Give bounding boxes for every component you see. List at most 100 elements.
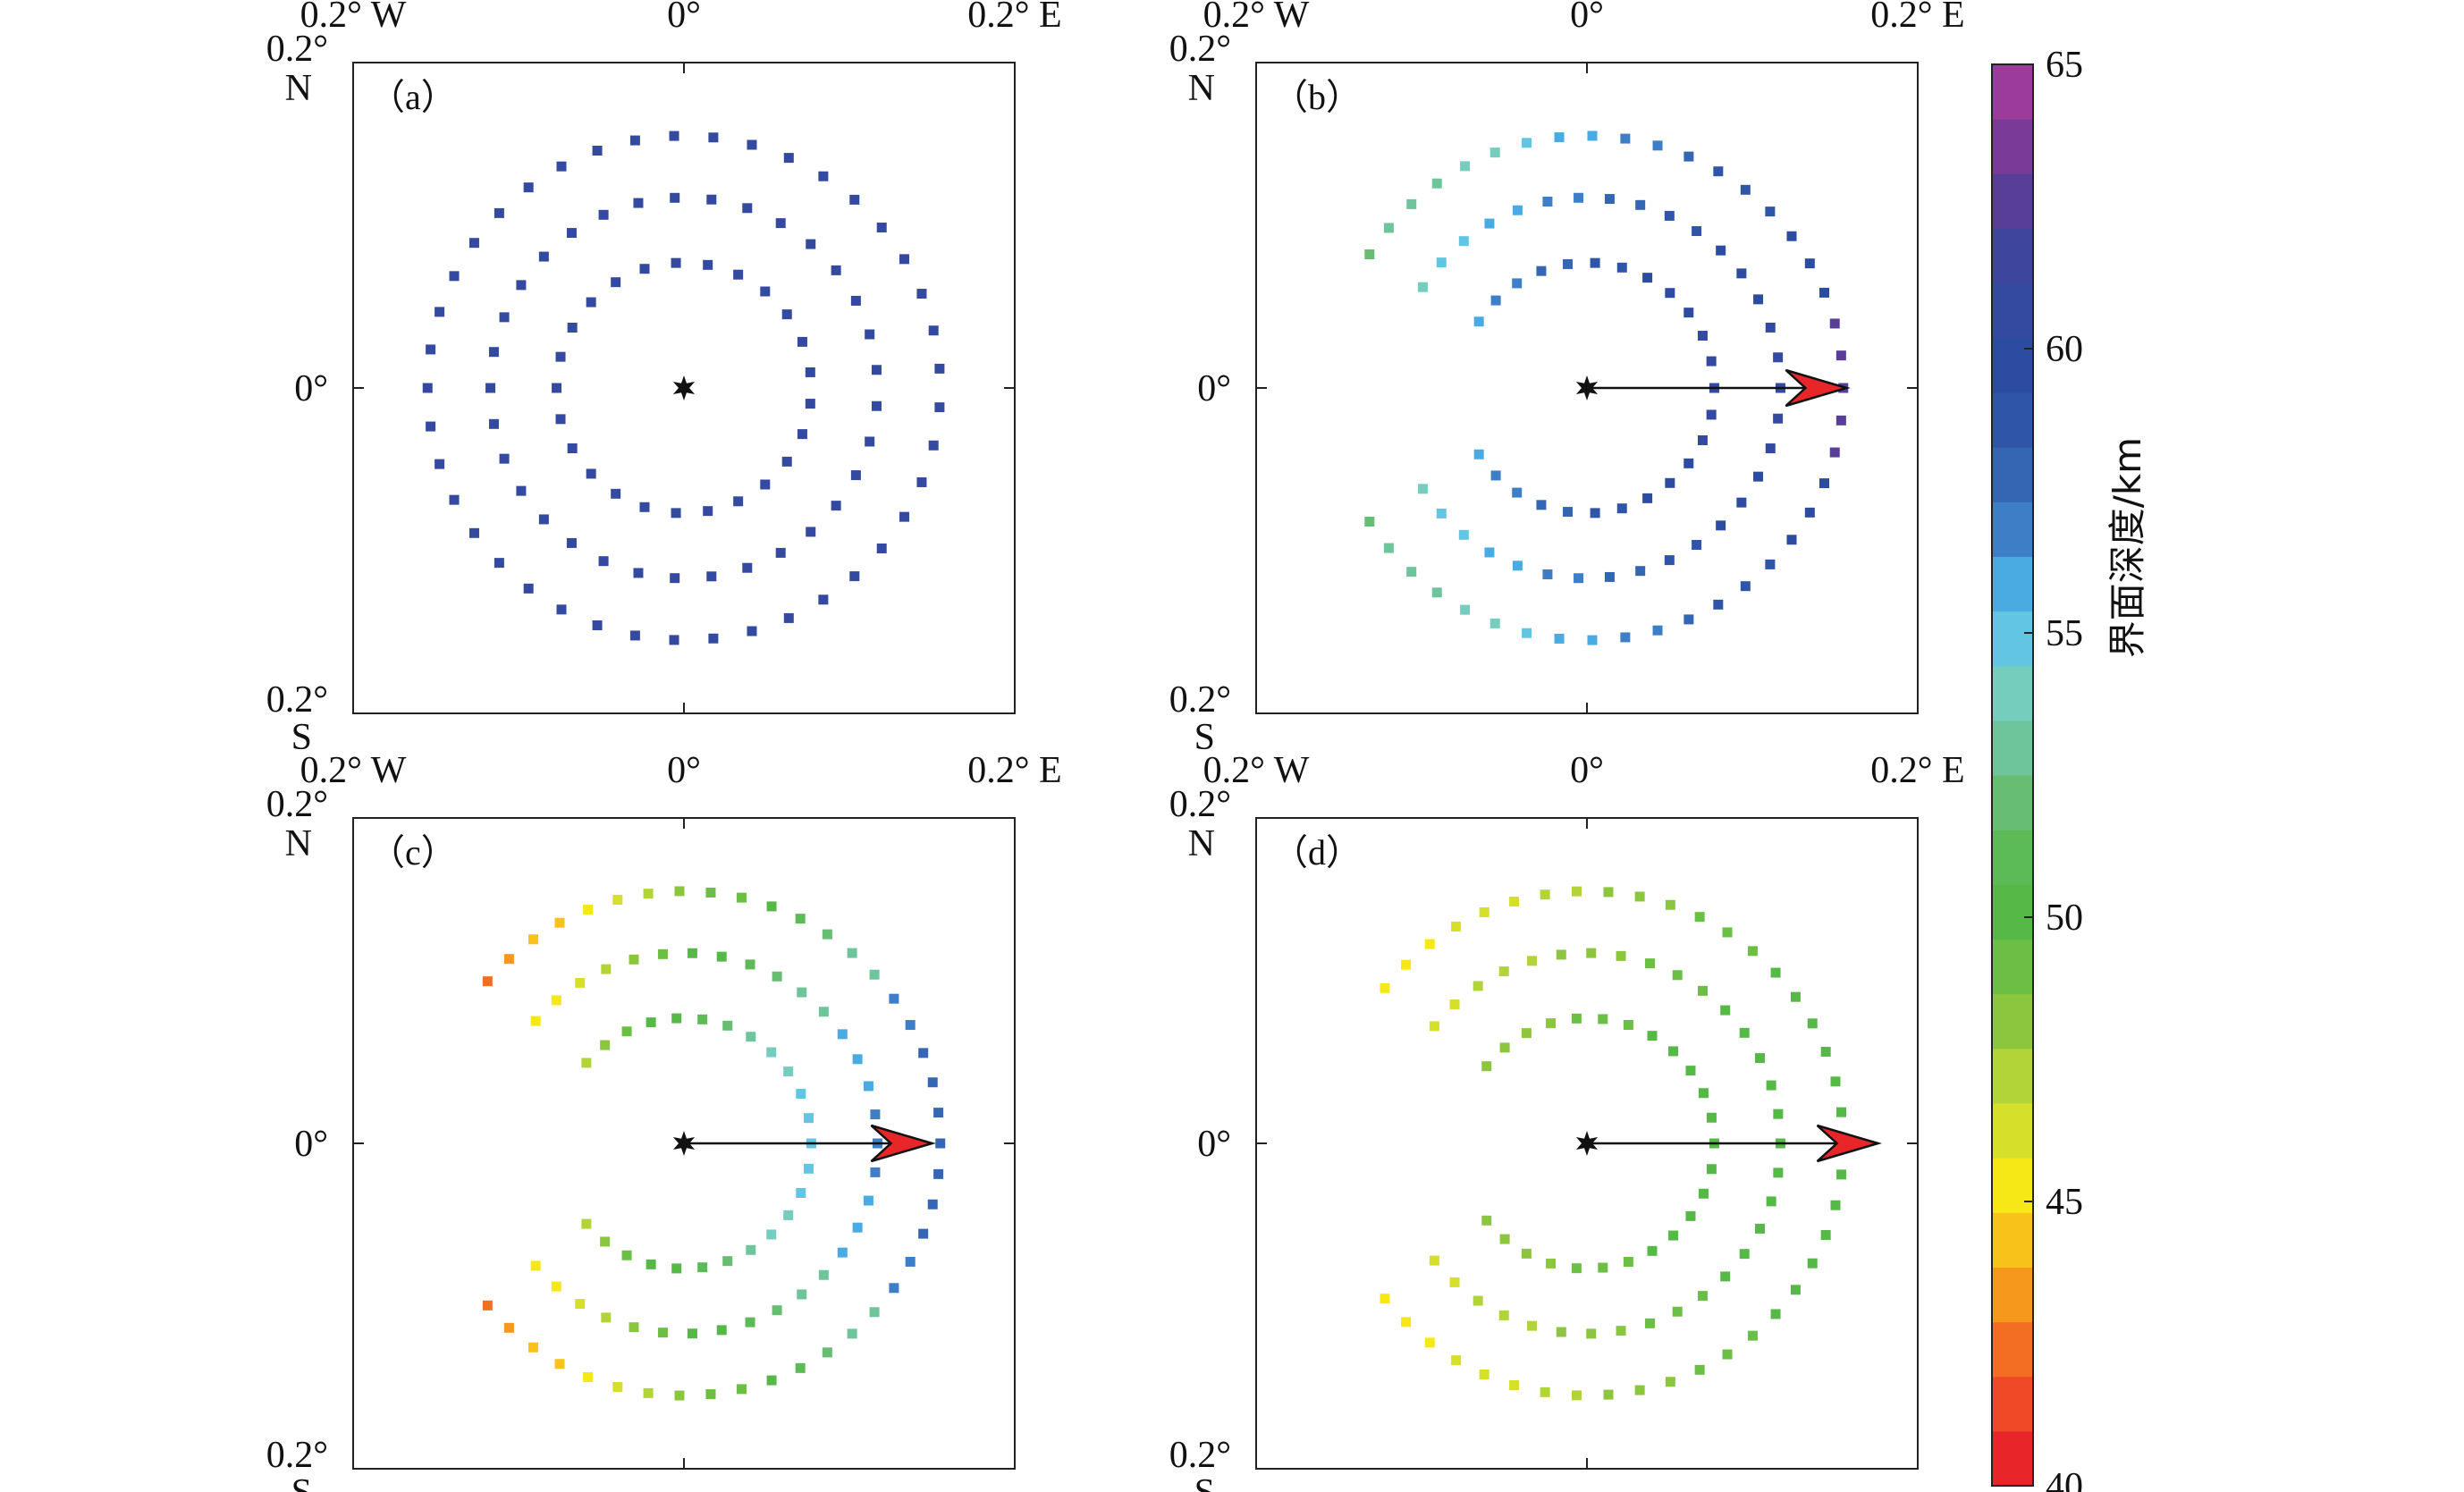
data-point bbox=[1490, 470, 1501, 481]
data-point bbox=[1665, 477, 1675, 488]
data-point bbox=[1484, 218, 1495, 229]
data-point bbox=[1829, 318, 1840, 329]
x-label-west: 0.2° W bbox=[300, 0, 407, 36]
y-label-south: S bbox=[1194, 1472, 1215, 1492]
data-point bbox=[1521, 1028, 1532, 1039]
y-label-north: N bbox=[285, 823, 312, 864]
data-point bbox=[600, 1236, 611, 1247]
colorbar-segment bbox=[1992, 392, 2033, 448]
data-point bbox=[1713, 599, 1724, 610]
data-point bbox=[781, 456, 792, 467]
data-point bbox=[1804, 258, 1815, 269]
colorbar-segment bbox=[1992, 939, 2033, 995]
data-point bbox=[775, 547, 786, 558]
data-point bbox=[1722, 927, 1733, 938]
panel-b: 0.2° W 0° 0.2° E0.2°N0°0.2°S（b） bbox=[1169, 0, 1965, 758]
data-point bbox=[1634, 891, 1645, 902]
colorbar-segment bbox=[1992, 119, 2033, 174]
data-point bbox=[716, 1325, 727, 1336]
colorbar-segment bbox=[1992, 775, 2033, 830]
data-point bbox=[671, 257, 681, 268]
data-point bbox=[671, 1263, 682, 1274]
data-point bbox=[1835, 415, 1846, 426]
data-point bbox=[1786, 231, 1797, 241]
data-point bbox=[1479, 1370, 1489, 1380]
data-point bbox=[468, 527, 479, 538]
station-star bbox=[1575, 375, 1599, 400]
data-point bbox=[818, 1007, 829, 1017]
data-point bbox=[687, 1328, 697, 1339]
data-point bbox=[1571, 1263, 1582, 1274]
data-point bbox=[850, 295, 861, 306]
data-point bbox=[822, 1347, 832, 1358]
data-point bbox=[1590, 257, 1600, 268]
data-point bbox=[629, 630, 640, 641]
data-point bbox=[703, 259, 713, 270]
data-point bbox=[1536, 266, 1547, 276]
data-point bbox=[697, 1262, 708, 1273]
data-point bbox=[1753, 294, 1764, 305]
data-point bbox=[745, 959, 755, 970]
data-point bbox=[918, 1228, 929, 1239]
data-point bbox=[1739, 1249, 1750, 1260]
data-point bbox=[1620, 133, 1631, 144]
data-point bbox=[1490, 295, 1501, 306]
colorbar-segment bbox=[1992, 337, 2033, 393]
data-point bbox=[1804, 507, 1815, 518]
data-point bbox=[927, 1199, 938, 1210]
data-point bbox=[847, 1328, 857, 1339]
data-point bbox=[870, 1109, 881, 1120]
data-point bbox=[1739, 1027, 1750, 1038]
data-point bbox=[889, 993, 899, 1004]
data-point bbox=[516, 485, 527, 496]
data-point bbox=[503, 954, 514, 965]
data-point bbox=[899, 511, 909, 522]
data-point bbox=[657, 948, 668, 959]
data-point bbox=[1460, 161, 1471, 172]
station-star bbox=[1575, 1131, 1599, 1156]
data-point bbox=[554, 917, 565, 928]
data-point bbox=[1473, 449, 1484, 459]
data-point bbox=[1499, 1042, 1510, 1053]
data-point bbox=[806, 527, 816, 537]
data-point bbox=[1472, 981, 1483, 991]
colorbar-segment bbox=[1992, 1212, 2033, 1268]
data-point bbox=[1765, 443, 1776, 454]
data-point bbox=[1603, 887, 1614, 898]
x-label-center: 0° bbox=[1570, 750, 1604, 791]
data-point bbox=[1571, 1013, 1582, 1024]
data-point bbox=[708, 633, 719, 644]
colorbar-segment bbox=[1992, 173, 2033, 230]
data-point bbox=[633, 198, 644, 208]
data-point bbox=[1587, 131, 1598, 141]
data-point bbox=[1747, 1330, 1758, 1341]
data-point bbox=[554, 1359, 565, 1370]
x-label-center: 0° bbox=[667, 0, 701, 36]
data-point bbox=[674, 1390, 685, 1401]
data-point bbox=[722, 1020, 733, 1031]
data-point bbox=[1647, 1031, 1658, 1041]
data-point bbox=[1571, 886, 1582, 897]
data-point bbox=[1436, 257, 1447, 268]
data-point bbox=[612, 1381, 623, 1392]
data-point bbox=[1818, 287, 1829, 298]
data-point bbox=[1458, 236, 1469, 247]
data-point bbox=[551, 995, 561, 1006]
colorbar-tick-label: 50 bbox=[2046, 898, 2083, 939]
x-label-east: 0.2° E bbox=[1870, 750, 1964, 791]
y-label-bottom: 0.2° bbox=[266, 1435, 328, 1476]
data-point bbox=[795, 1362, 806, 1373]
colorbar-segment bbox=[1992, 64, 2033, 120]
data-point bbox=[797, 987, 807, 998]
data-point bbox=[1527, 1320, 1538, 1331]
colorbar-title: 界面深度/km bbox=[2105, 437, 2149, 658]
data-point bbox=[1554, 633, 1565, 644]
data-point bbox=[1672, 970, 1683, 981]
data-point bbox=[1436, 508, 1447, 518]
data-point bbox=[1451, 1355, 1462, 1366]
data-point bbox=[1481, 1061, 1492, 1072]
data-point bbox=[482, 1300, 493, 1311]
data-point bbox=[1765, 559, 1776, 569]
colorbar-segment bbox=[1992, 502, 2033, 557]
colorbar-segment bbox=[1992, 1048, 2033, 1104]
